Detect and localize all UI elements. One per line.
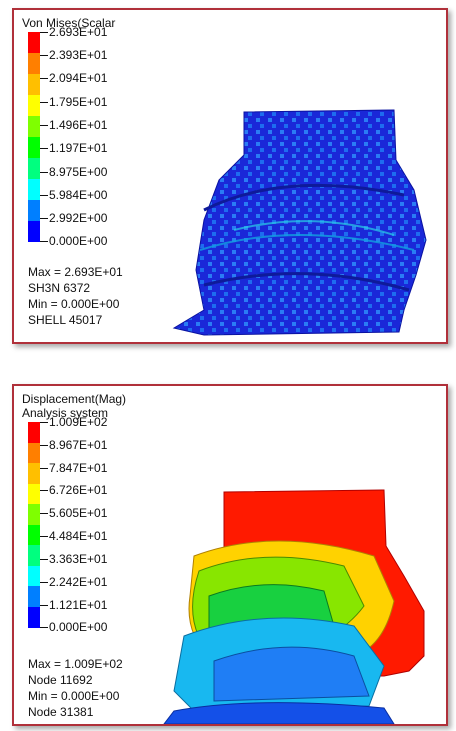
tick-mark (40, 241, 48, 242)
tick-label: 1.009E+02 (49, 415, 108, 429)
result-summary: Max = 2.693E+01 SH3N 6372 Min = 0.000E+0… (28, 264, 123, 328)
tick-label: 8.975E+00 (49, 165, 108, 179)
tick-label: 1.795E+01 (49, 95, 108, 109)
tick-mark (40, 32, 48, 33)
tick-label: 2.094E+01 (49, 71, 108, 85)
tick-mark (40, 218, 48, 219)
tick-label: 2.992E+00 (49, 211, 108, 225)
max-value: Max = 1.009E+02 (28, 657, 123, 671)
scale-bar-6 (28, 525, 40, 545)
contour-legend: Displacement(Mag) Analysis system 1.009E… (22, 392, 132, 634)
tick-mark (40, 445, 48, 446)
tick-mark (40, 468, 48, 469)
stress-contour-model (172, 109, 427, 336)
scale-bar-1 (28, 422, 40, 443)
von-mises-panel: Von Mises(Scalar 2.693E+01 2.393E+01 2.0… (12, 8, 448, 344)
tick-label: 1.496E+01 (49, 118, 108, 132)
scale-bar-2 (28, 443, 40, 463)
tick-mark (40, 125, 48, 126)
scale-bar-10 (28, 221, 40, 242)
scale-bar-6 (28, 137, 40, 158)
result-summary: Max = 1.009E+02 Node 11692 Min = 0.000E+… (28, 656, 123, 720)
scale-bar-4 (28, 484, 40, 504)
tick-mark (40, 172, 48, 173)
max-value: Max = 2.693E+01 (28, 265, 123, 279)
max-node: Node 11692 (28, 673, 93, 687)
tick-mark (40, 148, 48, 149)
tick-label: 5.605E+01 (49, 506, 108, 520)
color-scale: 2.693E+01 2.393E+01 2.094E+01 1.795E+01 … (22, 25, 132, 248)
scale-bar-5 (28, 504, 40, 525)
tick-label: 7.847E+01 (49, 461, 108, 475)
tick-label: 2.393E+01 (49, 48, 108, 62)
tick-mark (40, 559, 48, 560)
tick-mark (40, 78, 48, 79)
tick-mark (40, 422, 48, 423)
tick-mark (40, 195, 48, 196)
scale-bar-3 (28, 74, 40, 95)
tick-mark (40, 582, 48, 583)
tick-label: 2.242E+01 (49, 575, 108, 589)
scale-bar-5 (28, 116, 40, 137)
tick-mark (40, 536, 48, 537)
tick-mark (40, 513, 48, 514)
tick-mark (40, 55, 48, 56)
contour-legend: Von Mises(Scalar 2.693E+01 2.393E+01 2.0… (22, 16, 132, 248)
tick-label: 1.121E+01 (49, 598, 108, 612)
tick-mark (40, 605, 48, 606)
tick-label: 0.000E+00 (49, 620, 108, 634)
scale-bar-1 (28, 32, 40, 53)
min-element: SHELL 45017 (28, 313, 103, 327)
scale-bar-4 (28, 95, 40, 116)
scale-bar-10 (28, 607, 40, 628)
color-scale: 1.009E+02 8.967E+01 7.847E+01 6.726E+01 … (22, 415, 132, 634)
tick-label: 3.363E+01 (49, 552, 108, 566)
scale-bar-2 (28, 53, 40, 74)
scale-bar-8 (28, 179, 40, 200)
min-value: Min = 0.000E+00 (28, 297, 120, 311)
tick-label: 8.967E+01 (49, 438, 108, 452)
tick-label: 6.726E+01 (49, 483, 108, 497)
tick-label: 5.984E+00 (49, 188, 108, 202)
max-element: SH3N 6372 (28, 281, 91, 295)
scale-bar-9 (28, 586, 40, 607)
scale-bar-7 (28, 158, 40, 179)
tick-label: 0.000E+00 (49, 234, 108, 248)
scale-bar-9 (28, 200, 40, 221)
tick-mark (40, 490, 48, 491)
scale-bar-7 (28, 545, 40, 566)
scale-bar-8 (28, 566, 40, 586)
tick-label: 2.693E+01 (49, 25, 108, 39)
tick-mark (40, 627, 48, 628)
min-value: Min = 0.000E+00 (28, 689, 120, 703)
displacement-contour-model (163, 489, 425, 724)
min-node: Node 31381 (28, 705, 94, 719)
tick-label: 1.197E+01 (49, 141, 108, 155)
legend-title: Displacement(Mag) (22, 392, 127, 406)
legend-subtitle: Analysis system (22, 406, 109, 420)
scale-bar-3 (28, 463, 40, 484)
tick-label: 4.484E+01 (49, 529, 108, 543)
legend-title: Von Mises(Scalar (22, 16, 116, 30)
tick-mark (40, 102, 48, 103)
displacement-panel: Displacement(Mag) Analysis system 1.009E… (12, 384, 448, 726)
